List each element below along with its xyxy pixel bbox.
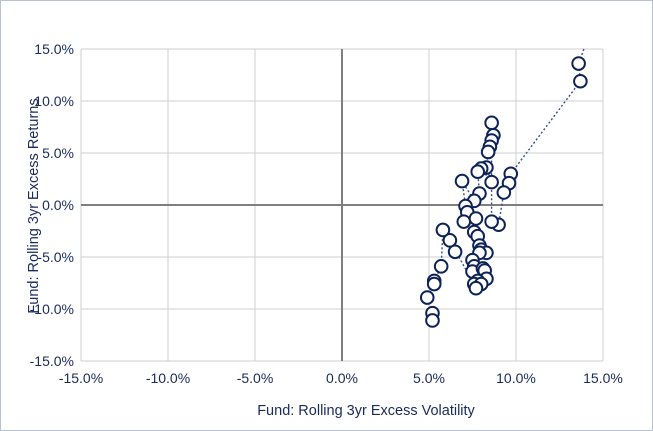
data-point [456,214,472,229]
data-point [496,185,512,200]
data-point [433,259,449,274]
x-tick-labels: -15.0% -10.0% -5.0% 0.0% 5.0% 10.0% 15.0% [59,370,623,386]
y-tick-label: -15.0% [30,353,74,369]
y-tick-label: 0.0% [42,197,74,213]
data-point [571,56,586,71]
data-point [470,164,486,180]
data-point [468,280,484,296]
y-tick-label: 5.0% [42,145,74,161]
y-axis-title: Fund: Rolling 3yr Excess Returns [26,98,42,313]
y-tick-label: 15.0% [34,41,74,57]
x-tick-label: 5.0% [413,370,445,386]
x-tick-label: 0.0% [326,370,358,386]
data-point [484,174,499,190]
data-point [484,214,499,229]
x-axis-title: Fund: Rolling 3yr Excess Volatility [257,403,475,419]
data-point [480,144,496,160]
x-tick-label: -15.0% [59,370,103,386]
data-point [442,233,458,248]
data-point [425,313,440,328]
y-tick-label: 10.0% [34,93,74,109]
x-tick-label: -5.0% [237,370,274,386]
y-tick-label: -5.0% [37,249,74,265]
y-tick-labels: -15.0% -10.0% -5.0% 0.0% 5.0% 10.0% 15.0% [30,41,74,369]
data-point [435,222,451,238]
x-tick-label: 10.0% [496,370,536,386]
y-tick-label: -10.0% [30,301,74,317]
data-point [419,290,435,305]
data-point [426,276,442,292]
data-point [484,115,499,131]
data-point [454,173,470,189]
data-points [419,56,588,328]
x-tick-label: -10.0% [146,370,190,386]
x-tick-label: 15.0% [583,370,623,386]
data-point [447,244,463,260]
zero-axes [81,49,603,361]
data-point [468,211,484,226]
data-point [573,73,588,89]
